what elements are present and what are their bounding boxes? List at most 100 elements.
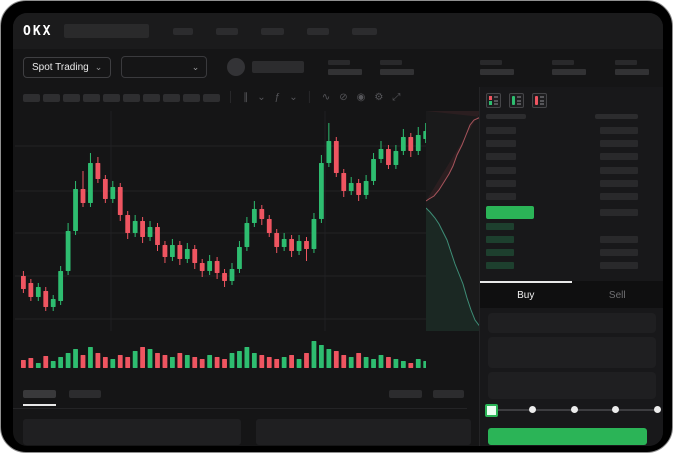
volume-chart <box>21 341 426 368</box>
tab-sell[interactable]: Sell <box>608 290 626 301</box>
chart-toolbar: │ ∥ ⌄ ƒ ⌄ │ ∿ ⊘ ◉ ⚙ ⤢ <box>13 87 663 109</box>
order-field-3[interactable] <box>488 372 656 399</box>
stat-value-placeholder <box>380 68 415 75</box>
stat-pair <box>328 59 363 75</box>
fullscreen-icon[interactable]: ⤢ <box>392 92 401 103</box>
stat-pair <box>480 59 515 75</box>
timeframe-button[interactable] <box>203 94 220 102</box>
bid-amount-placeholder <box>600 249 638 256</box>
chevron-down-icon[interactable]: ⌄ <box>289 92 298 103</box>
divider-icon: │ <box>306 92 313 103</box>
stat-pair <box>615 59 650 75</box>
timeframe-button[interactable] <box>43 94 60 102</box>
bid-amount-placeholder <box>600 262 638 269</box>
stat-label-placeholder <box>615 59 638 65</box>
okx-trading-app: OKX Spot Trading ⌄ ⌄ │ ∥ ⌄ ƒ ⌄ │ ∿ ⊘ ◉ ⚙ ⤢ <box>13 13 663 446</box>
market-bar: Spot Trading ⌄ ⌄ <box>13 49 663 85</box>
timeframe-button[interactable] <box>143 94 160 102</box>
timeframe-button[interactable] <box>163 94 180 102</box>
candlestick-chart[interactable] <box>15 111 426 331</box>
stat-pair <box>380 59 415 75</box>
ask-price-placeholder <box>486 167 516 174</box>
indicator-icon[interactable]: ƒ <box>274 92 281 103</box>
stat-label-placeholder <box>328 59 351 65</box>
slider-stop[interactable] <box>654 406 661 413</box>
slider-handle[interactable] <box>485 404 498 417</box>
depth-chart[interactable] <box>426 111 481 331</box>
price-column-header <box>486 114 526 119</box>
orderbook-asks-icon[interactable] <box>532 93 547 108</box>
timeframe-button[interactable] <box>123 94 140 102</box>
spot-trading-dropdown[interactable]: Spot Trading ⌄ <box>23 56 112 78</box>
ask-amount-placeholder <box>600 193 638 200</box>
ask-price-placeholder <box>486 153 516 160</box>
pair-name-placeholder <box>252 61 305 73</box>
slider-stop[interactable] <box>528 406 536 413</box>
timeframe-button[interactable] <box>63 94 80 102</box>
nav-item-placeholder[interactable] <box>261 27 285 35</box>
timeframe-button[interactable] <box>23 94 40 102</box>
stat-value-placeholder <box>615 68 650 75</box>
amount-column-header <box>595 114 638 119</box>
bid-price-placeholder[interactable] <box>486 249 514 256</box>
stat-label-placeholder <box>480 59 503 65</box>
bottom-panel-2 <box>256 419 471 445</box>
candles-icon[interactable]: ∥ <box>243 92 249 103</box>
nav-item-placeholder[interactable] <box>352 27 378 35</box>
amount-slider[interactable] <box>485 403 661 417</box>
orderbook-view-switcher <box>486 93 547 108</box>
orderbook-all-icon[interactable] <box>486 93 501 108</box>
tab-buy[interactable]: Buy <box>480 281 572 308</box>
ask-price-placeholder <box>486 127 516 134</box>
chevron-down-icon: ⌄ <box>191 61 200 72</box>
timeframe-buttons <box>23 94 220 102</box>
stat-value-placeholder <box>552 68 587 75</box>
bottom-tab-1[interactable] <box>23 390 56 398</box>
line-tool-icon[interactable]: ∿ <box>321 92 331 103</box>
bottom-action-placeholder[interactable] <box>389 390 422 398</box>
settings-icon[interactable]: ⚙ <box>374 92 384 103</box>
orderbook-bids-icon[interactable] <box>509 93 524 108</box>
stat-value-placeholder <box>480 68 515 75</box>
timeframe-button[interactable] <box>183 94 200 102</box>
timeframe-button[interactable] <box>103 94 120 102</box>
okx-logo: OKX <box>23 23 53 39</box>
compare-icon[interactable]: ⊘ <box>339 92 348 103</box>
slider-stop[interactable] <box>612 406 620 413</box>
bid-amount-placeholder <box>600 236 638 243</box>
nav-item-placeholder[interactable] <box>173 27 194 35</box>
bottom-tab-2[interactable] <box>69 390 101 398</box>
nav-item-placeholder[interactable] <box>307 27 330 35</box>
order-field-2[interactable] <box>488 337 656 368</box>
stat-value-placeholder <box>328 68 363 75</box>
chevron-down-icon[interactable]: ⌄ <box>257 92 266 103</box>
ask-amount-placeholder <box>600 167 638 174</box>
search-bar-placeholder[interactable] <box>64 24 150 38</box>
nav-item-placeholder[interactable] <box>216 27 239 35</box>
ask-price-placeholder <box>486 140 516 147</box>
divider <box>13 408 467 409</box>
bottom-action-placeholder[interactable] <box>433 390 464 398</box>
ask-amount-placeholder <box>600 127 638 134</box>
slider-stop[interactable] <box>570 406 578 413</box>
ask-amount-placeholder <box>600 140 638 147</box>
trade-sidebar: Buy Sell <box>479 87 663 446</box>
pair-select[interactable]: ⌄ <box>121 56 208 78</box>
active-tab-underline <box>23 404 56 406</box>
spot-trading-label: Spot Trading <box>32 61 89 73</box>
timeframe-button[interactable] <box>83 94 100 102</box>
ask-amount-placeholder <box>600 180 638 187</box>
camera-icon[interactable]: ◉ <box>356 92 366 103</box>
ask-amount-placeholder <box>600 153 638 160</box>
bid-price-placeholder[interactable] <box>486 223 514 230</box>
last-price-bar[interactable] <box>486 206 534 219</box>
buy-submit-button[interactable] <box>488 428 647 445</box>
bottom-panel-1 <box>23 419 241 445</box>
order-field-1[interactable] <box>488 313 656 333</box>
bid-price-placeholder[interactable] <box>486 236 514 243</box>
stat-pair <box>552 59 587 75</box>
bid-price-placeholder[interactable] <box>486 262 514 269</box>
coin-icon <box>227 58 246 76</box>
